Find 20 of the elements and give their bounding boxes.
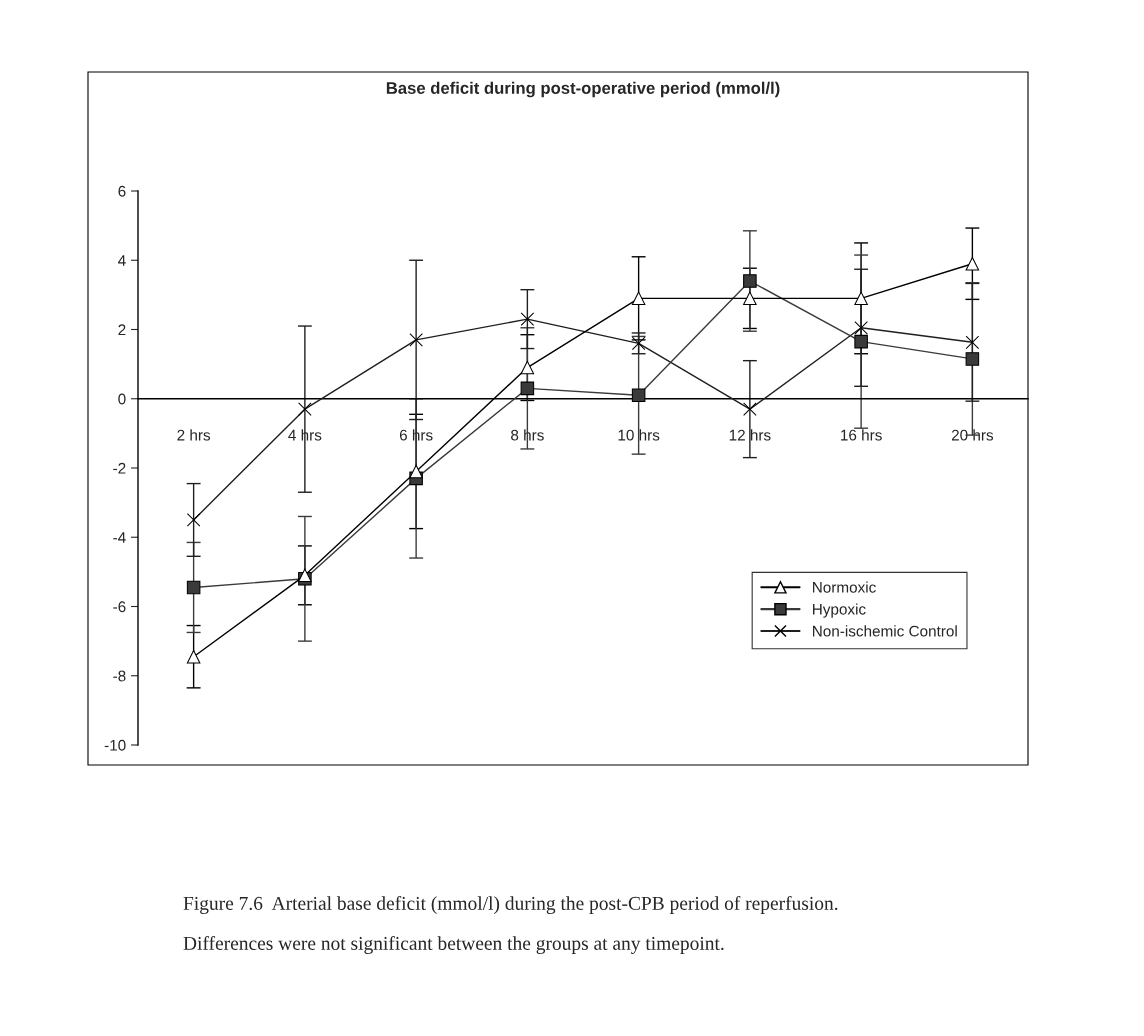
y-tick-label: 2 <box>118 324 126 336</box>
y-tick-label: -8 <box>113 670 126 682</box>
caption: Figure 7.6 Arterial base deficit (mmol/l) during the post-CPB period of reperfusion. <box>183 896 838 914</box>
y-tick-label: -2 <box>113 462 126 474</box>
legend-label: Non-ischemic Control <box>813 625 957 637</box>
y-tick-label: 0 <box>118 393 126 405</box>
x-tick-label: 16 hrs <box>841 429 882 441</box>
x-tick-label: 2 hrs <box>177 429 211 441</box>
legend-label: Normoxic <box>813 581 876 593</box>
x-tick-label: 20 hrs <box>951 429 994 441</box>
x-tick-label: 12 hrs <box>729 429 771 441</box>
y-tick-label: -10 <box>104 739 126 751</box>
y-tick-label: -4 <box>113 532 126 543</box>
y-tick-label: 4 <box>118 255 126 266</box>
x-tick-label: 10 hrs <box>618 429 660 441</box>
legend-label: Hypoxic <box>813 603 866 618</box>
chart-title: Base deficit during post-operative period (mmol/l) <box>386 81 780 98</box>
y-tick-label: -6 <box>113 601 126 613</box>
y-tick-label: 6 <box>118 185 126 197</box>
text: Differences were not significant between the groups at any timepoint. <box>183 936 724 954</box>
